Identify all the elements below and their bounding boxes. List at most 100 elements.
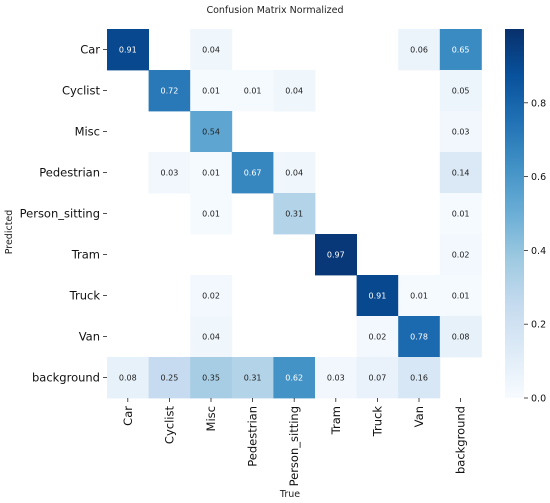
cell-value-label: 0.62 [285, 374, 303, 383]
heatmap-cell [190, 357, 233, 399]
x-axis-label: True [279, 489, 300, 500]
cell-value-label: 0.03 [160, 169, 178, 178]
heatmap-cell [315, 357, 357, 399]
colorbar-tick-label: 0.2 [531, 320, 546, 331]
cell-value-label: 0.02 [452, 251, 470, 260]
cell-value-label: 0.54 [202, 128, 220, 137]
x-tick-label: Cyclist [162, 406, 176, 445]
y-tick-label: Car [80, 43, 100, 57]
heatmap-cell [190, 316, 233, 358]
x-tick-label: Tram [329, 406, 343, 435]
heatmap-cell [439, 152, 482, 194]
cell-value-label: 0.08 [119, 374, 137, 383]
heatmap-cell [356, 275, 399, 317]
heatmap-cell [190, 193, 233, 235]
y-tick-label: Truck [69, 289, 101, 303]
y-tick-label: Misc [75, 125, 100, 139]
cell-value-label: 0.35 [202, 374, 220, 383]
x-tick-label: Pedestrian [246, 406, 260, 467]
cell-value-label: 0.03 [452, 128, 470, 137]
cell-value-label: 0.03 [327, 374, 345, 383]
cell-value-label: 0.08 [452, 333, 470, 342]
y-axis-label: Predicted [4, 210, 15, 255]
colorbar-tick-label: 0.0 [531, 394, 546, 405]
colorbar-tick-label: 0.6 [531, 172, 546, 183]
heatmap-cell [439, 70, 482, 112]
cell-value-label: 0.06 [410, 46, 428, 55]
cell-value-label: 0.16 [410, 374, 428, 383]
x-axis-ticks: Car Cyclist Misc Pedestrian Person_sitting Tr… [121, 398, 468, 486]
heatmap-cell [190, 111, 233, 153]
colorbar-ticks: 0.0 0.2 0.4 0.6 0.8 [524, 98, 546, 405]
cell-value-label: 0.01 [202, 87, 220, 96]
cell-value-label: 0.01 [202, 169, 220, 178]
y-tick-label: background [32, 371, 100, 385]
heatmap-cell [231, 357, 274, 399]
heatmap-cell [190, 70, 233, 112]
heatmap-cell [439, 193, 482, 235]
y-tick-label: Van [79, 330, 100, 344]
y-tick-label: Tram [71, 248, 100, 262]
cell-value-label: 0.31 [285, 210, 303, 219]
x-tick-label: Car [121, 406, 135, 426]
cell-value-label: 0.04 [285, 169, 303, 178]
heatmap-cell [148, 70, 191, 112]
cell-value-label: 0.72 [160, 87, 178, 96]
heatmap-cell [439, 111, 482, 153]
cell-value-label: 0.05 [452, 87, 470, 96]
cell-value-label: 0.91 [368, 292, 386, 301]
cell-value-label: 0.91 [119, 46, 137, 55]
heatmap-cell [356, 316, 399, 358]
heatmap-cell [273, 193, 316, 235]
heatmap-cell [107, 357, 149, 399]
heatmap-cell [273, 357, 316, 399]
cell-value-label: 0.02 [202, 292, 220, 301]
heatmap-cell [148, 152, 191, 194]
heatmap-cell [398, 316, 441, 358]
x-tick-label: Misc [204, 406, 218, 431]
heatmap-cell [148, 357, 191, 399]
heatmap-cells: 0.91 0.04 0.06 0.65 0.72 0.01 0.01 0.04 0.05 0.54… [107, 29, 482, 399]
heatmap-cell [439, 275, 482, 317]
cell-value-label: 0.04 [285, 87, 303, 96]
heatmap-cell [190, 29, 233, 71]
cell-value-label: 0.25 [160, 374, 178, 383]
heatmap-cell [190, 275, 233, 317]
heatmap-cell [356, 357, 399, 399]
colorbar-tick-label: 0.8 [531, 98, 546, 109]
x-tick-label: Truck [370, 406, 384, 438]
heatmap-cell [398, 357, 441, 399]
x-tick-label: background [454, 406, 468, 474]
cell-value-label: 0.01 [244, 87, 262, 96]
cell-value-label: 0.14 [452, 169, 470, 178]
cell-value-label: 0.04 [202, 46, 220, 55]
cell-value-label: 0.01 [452, 292, 470, 301]
colorbar-tick-label: 0.4 [531, 246, 546, 257]
cell-value-label: 0.78 [410, 333, 428, 342]
heatmap-cell [398, 29, 441, 71]
heatmap-cell [398, 275, 441, 317]
cell-value-label: 0.04 [202, 333, 220, 342]
heatmap-cell [231, 152, 274, 194]
cell-value-label: 0.07 [368, 374, 386, 383]
heatmap-cell [439, 234, 482, 276]
cell-value-label: 0.97 [327, 251, 345, 260]
x-tick-label: Person_sitting [287, 406, 301, 486]
y-tick-label: Pedestrian [39, 166, 100, 180]
y-tick-label: Person_sitting [20, 207, 100, 221]
cell-value-label: 0.01 [410, 292, 428, 301]
cell-value-label: 0.01 [202, 210, 220, 219]
colorbar [505, 29, 524, 398]
heatmap-cell [273, 152, 316, 194]
x-tick-label: Van [412, 406, 426, 427]
heatmap-cell [439, 29, 482, 71]
cell-value-label: 0.02 [368, 333, 386, 342]
cell-value-label: 0.01 [452, 210, 470, 219]
heatmap-cell [190, 152, 233, 194]
heatmap-cell [273, 70, 316, 112]
cell-value-label: 0.65 [452, 46, 470, 55]
cell-value-label: 0.31 [244, 374, 262, 383]
y-tick-label: Cyclist [62, 84, 101, 98]
heatmap-cell [315, 234, 357, 276]
